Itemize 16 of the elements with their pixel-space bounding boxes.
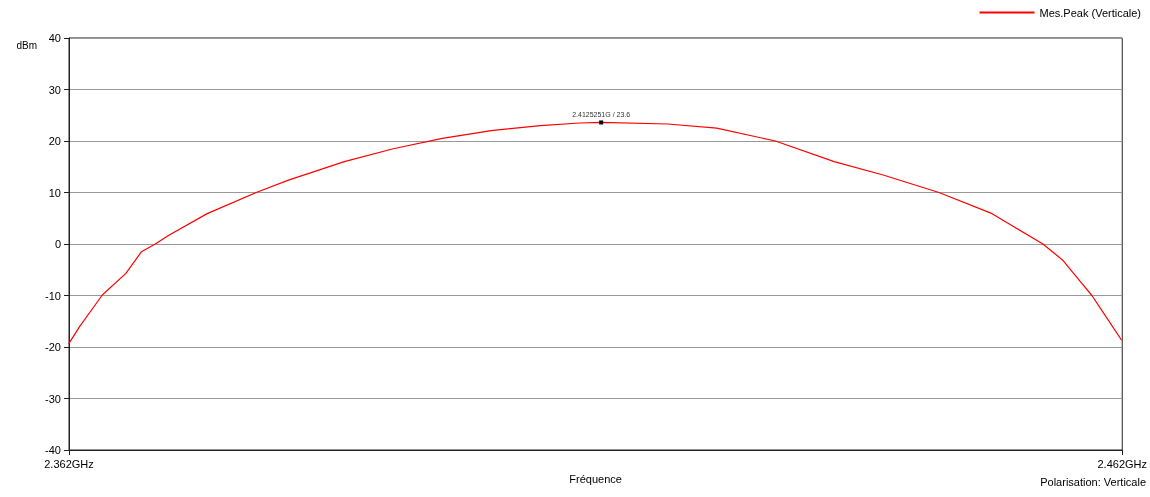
line-series <box>68 120 1122 344</box>
x-tick-label: 2.362GHz <box>44 457 94 470</box>
text: Polarisation: Verticale <box>1040 475 1146 488</box>
x-tick-label: 2.462GHz <box>1097 457 1147 470</box>
y-tick-label: 30 <box>48 83 61 96</box>
y-tick-label: 20 <box>48 135 61 147</box>
y-tick-label: 0 <box>54 238 61 250</box>
y-tick-label: -10 <box>45 289 61 302</box>
y-tick-label: -40 <box>45 444 61 456</box>
y-tick-label: -30 <box>45 392 61 405</box>
y-tick-label: -20 <box>45 341 61 353</box>
y-tick-label: 10 <box>48 186 61 199</box>
y-axis-title: dBm <box>16 39 37 51</box>
legend-label: Mes.Peak (Verticale) <box>1039 6 1141 19</box>
x-axis-title: Fréquence <box>569 473 622 486</box>
y-tick-label: 40 <box>48 32 61 44</box>
